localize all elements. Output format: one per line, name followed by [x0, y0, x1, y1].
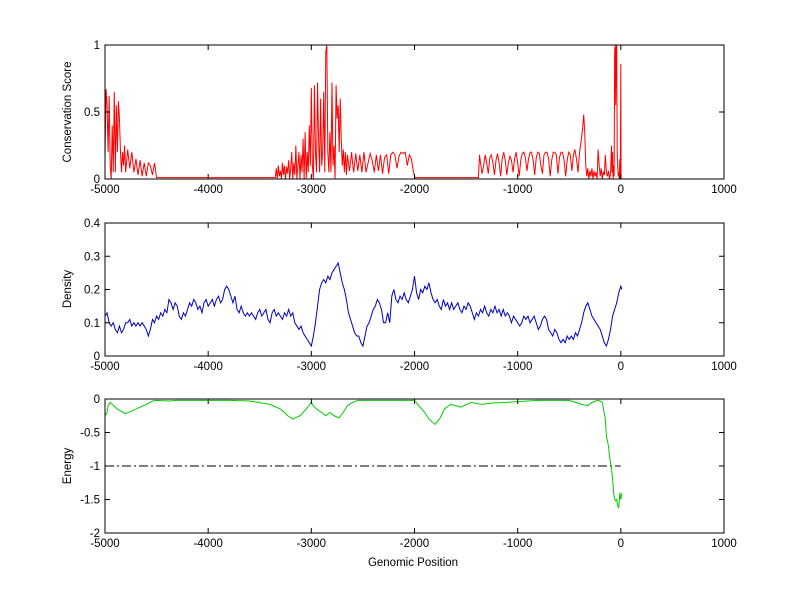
y-tick-label: 0.3 — [84, 251, 100, 263]
y-tick-label: 0.1 — [84, 318, 100, 330]
x-tick-label: 0 — [618, 538, 624, 550]
conservation-score-panel: Conservation Score -5000 -4000 -3000 -2000 -… — [62, 40, 737, 196]
series-line — [104, 399, 623, 509]
x-tick-label: -2000 — [400, 184, 429, 196]
x-tick-label: 1000 — [711, 538, 737, 550]
y-tick-label: -1 — [90, 461, 100, 473]
y-tick-label: 0.4 — [84, 218, 101, 230]
x-tick-label: -4000 — [193, 538, 222, 550]
x-tick-label: 1000 — [711, 184, 737, 196]
y-tick-label: 1 — [94, 40, 100, 52]
y-axis-label: Energy — [62, 448, 74, 485]
y-tick-label: 0 — [94, 394, 100, 406]
y-axis-label: Density — [62, 270, 74, 309]
x-tick-label: -4000 — [193, 184, 222, 196]
x-axis-label: Genomic Position — [368, 557, 458, 569]
plot-area — [105, 223, 724, 356]
y-tick-label: 0 — [94, 174, 100, 186]
x-tick-label: -5000 — [90, 361, 119, 373]
x-tick-label: 0 — [618, 184, 624, 196]
x-tick-label: -5000 — [90, 538, 119, 550]
x-tick-label: -3000 — [297, 538, 326, 550]
series-line — [104, 44, 622, 180]
x-tick-label: -5000 — [90, 184, 119, 196]
x-tick-label: -2000 — [400, 538, 429, 550]
plot-area — [105, 45, 724, 179]
y-tick-label: 0 — [94, 351, 100, 363]
density-panel: Density -5000 -4000 -3000 -2000 -1000 0 1000 0 0… — [62, 218, 737, 373]
x-tick-label: -1000 — [503, 538, 532, 550]
x-tick-label: 0 — [618, 361, 624, 373]
x-tick-label: -3000 — [297, 361, 326, 373]
y-tick-label: -0.5 — [80, 428, 100, 440]
energy-panel: Energy Genomic Position -5000 -4000 -3000 -… — [62, 394, 737, 569]
y-tick-label: -1.5 — [80, 495, 100, 507]
x-tick-label: -1000 — [503, 361, 532, 373]
x-tick-label: -2000 — [400, 361, 429, 373]
series-line — [104, 261, 623, 348]
x-tick-label: -4000 — [193, 361, 222, 373]
x-tick-label: -3000 — [297, 184, 326, 196]
y-tick-label: -2 — [90, 528, 100, 540]
y-tick-label: 0.5 — [84, 107, 100, 119]
y-axis-label: Conservation Score — [62, 62, 74, 163]
x-tick-label: -1000 — [503, 184, 532, 196]
y-tick-label: 0.2 — [84, 285, 100, 297]
x-tick-label: 1000 — [711, 361, 737, 373]
